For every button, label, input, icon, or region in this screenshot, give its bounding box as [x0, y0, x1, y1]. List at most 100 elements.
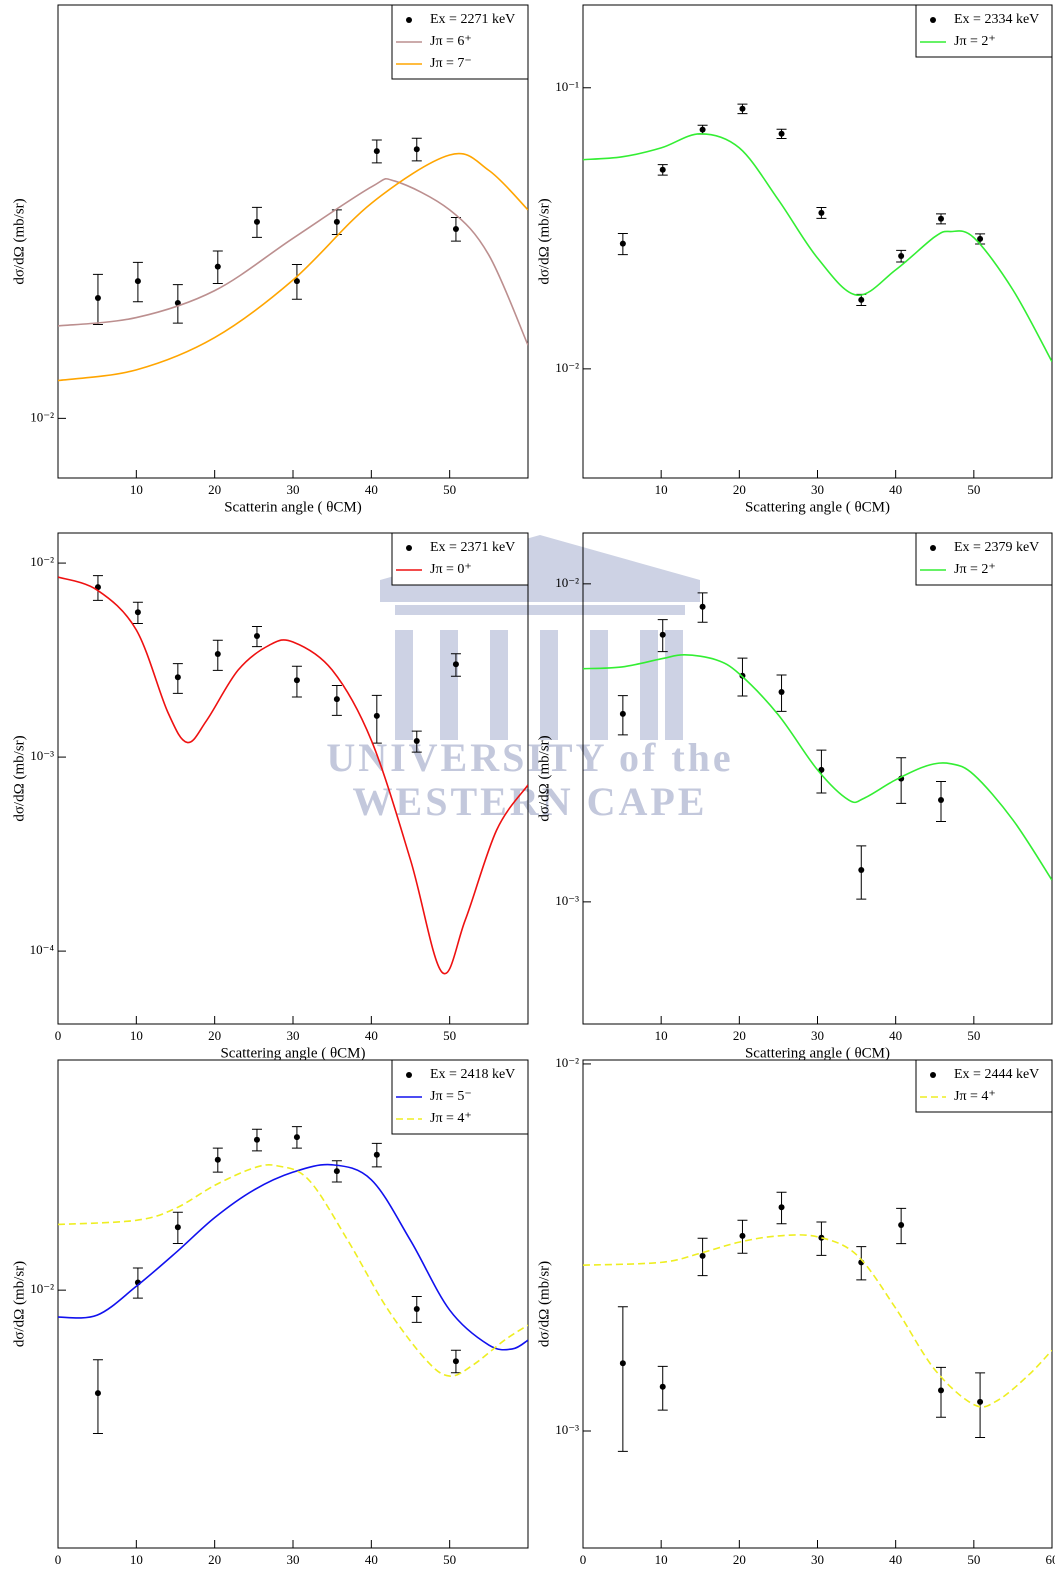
plot-area [58, 1126, 528, 1434]
x-tick-label: 30 [811, 1028, 824, 1043]
x-tick-label: 10 [655, 1028, 668, 1043]
y-axis-label: dσ/dΩ (mb/sr) [536, 1261, 552, 1347]
data-point [293, 1134, 300, 1141]
x-axis-label: Scatterin angle ( θCM) [224, 499, 362, 515]
data-point [977, 235, 984, 242]
data-point [413, 738, 420, 745]
plot-area [583, 592, 1052, 900]
panel: 0 10 20 30 40 50 10⁻² 10⁻³ 10⁻⁴ Scattering angle … [11, 532, 529, 1061]
legend-box [915, 4, 1053, 58]
data-point [778, 130, 785, 137]
data-point [413, 146, 420, 153]
data-point [333, 696, 340, 703]
y-tick-label: 10⁻² [555, 1055, 579, 1070]
panel: 10 20 30 40 50 10⁻² 10⁻³ Scattering angle ( θCM… [536, 532, 1053, 1061]
x-tick-label: 10 [655, 1552, 668, 1567]
error-bar [92, 1359, 103, 1434]
data-point [858, 296, 865, 303]
y-axis-label: dσ/dΩ (mb/sr) [11, 198, 27, 284]
theory-curve [58, 177, 528, 346]
x-tick-label: 0 [55, 1028, 62, 1043]
plot-frame [582, 1059, 1053, 1549]
legend-swatch [930, 545, 936, 551]
data-point [333, 1168, 340, 1175]
x-tick-label: 20 [733, 1028, 746, 1043]
legend-label: Ex = 2334 keV [954, 12, 1039, 27]
plot-area [58, 137, 528, 382]
legend-box [391, 532, 529, 586]
x-tick-label: 40 [365, 482, 378, 497]
data-point [898, 253, 905, 260]
data-point [818, 766, 825, 773]
data-point [938, 797, 945, 804]
error-bar [371, 694, 382, 744]
error-bar [975, 1372, 986, 1438]
y-tick-label: 10⁻³ [555, 893, 579, 908]
data-point [373, 148, 380, 155]
x-tick-label: 30 [811, 1552, 824, 1567]
data-point [699, 603, 706, 610]
data-point [818, 209, 825, 216]
legend-label: Jπ = 0⁺ [430, 562, 472, 577]
data-point [174, 300, 181, 307]
x-tick-label: 10 [655, 482, 668, 497]
data-point [333, 218, 340, 225]
error-bar [617, 1306, 628, 1452]
x-tick-label: 20 [208, 482, 221, 497]
watermark-text: UNIVERSITY of the [326, 735, 733, 780]
data-point [898, 1222, 905, 1229]
data-point [739, 1232, 746, 1239]
data-point [659, 166, 666, 173]
data-point [619, 240, 626, 247]
legend-label: Jπ = 6⁺ [430, 34, 472, 49]
y-tick-label: 10⁻² [555, 575, 579, 590]
data-point [452, 226, 459, 233]
data-point [818, 1234, 825, 1241]
data-point [659, 1383, 666, 1390]
theory-curve [583, 654, 1052, 881]
y-axis-label: dσ/dΩ (mb/sr) [536, 198, 552, 284]
legend-label: Jπ = 7⁻ [430, 56, 472, 71]
y-tick-label: 10⁻² [555, 360, 579, 375]
panel: 10 20 30 40 50 10⁻¹ 10⁻² Scattering angle ( θCM… [536, 4, 1053, 515]
data-point [699, 126, 706, 133]
x-tick-label: 50 [967, 1028, 980, 1043]
plot-area [58, 575, 528, 975]
x-tick-label: 10 [130, 1552, 143, 1567]
data-point [452, 661, 459, 668]
data-point [174, 1224, 181, 1231]
y-tick-label: 10⁻¹ [555, 79, 579, 94]
x-tick-label: 30 [287, 482, 300, 497]
legend-label: Ex = 2371 keV [430, 540, 515, 555]
x-tick-label: 20 [208, 1552, 221, 1567]
x-tick-label: 30 [287, 1028, 300, 1043]
data-point [699, 1252, 706, 1259]
x-tick-label: 10 [130, 482, 143, 497]
x-axis-label: Scattering angle ( θCM) [745, 499, 890, 515]
plot-area [583, 103, 1052, 363]
theory-curve [583, 132, 1052, 363]
y-tick-label: 10⁻² [30, 409, 54, 424]
y-axis-label: dσ/dΩ (mb/sr) [536, 735, 552, 821]
y-tick-label: 10⁻⁴ [30, 942, 55, 957]
legend-label: Ex = 2379 keV [954, 540, 1039, 555]
y-tick-label: 10⁻³ [555, 1422, 579, 1437]
theory-curve [58, 1163, 528, 1377]
x-tick-label: 40 [365, 1028, 378, 1043]
x-tick-label: 50 [967, 1552, 980, 1567]
data-point [134, 609, 141, 616]
legend-label: Jπ = 2⁺ [954, 34, 996, 49]
data-point [619, 710, 626, 717]
data-point [293, 677, 300, 684]
data-point [778, 688, 785, 695]
theory-curve [58, 576, 528, 975]
theory-curve [583, 1234, 1052, 1408]
legend-label: Jπ = 4⁺ [954, 1089, 996, 1104]
data-point [938, 1387, 945, 1394]
data-point [413, 1305, 420, 1312]
legend-swatch [930, 1072, 936, 1078]
x-tick-label: 40 [889, 482, 902, 497]
x-tick-label: 50 [443, 1552, 456, 1567]
data-point [94, 1390, 101, 1397]
